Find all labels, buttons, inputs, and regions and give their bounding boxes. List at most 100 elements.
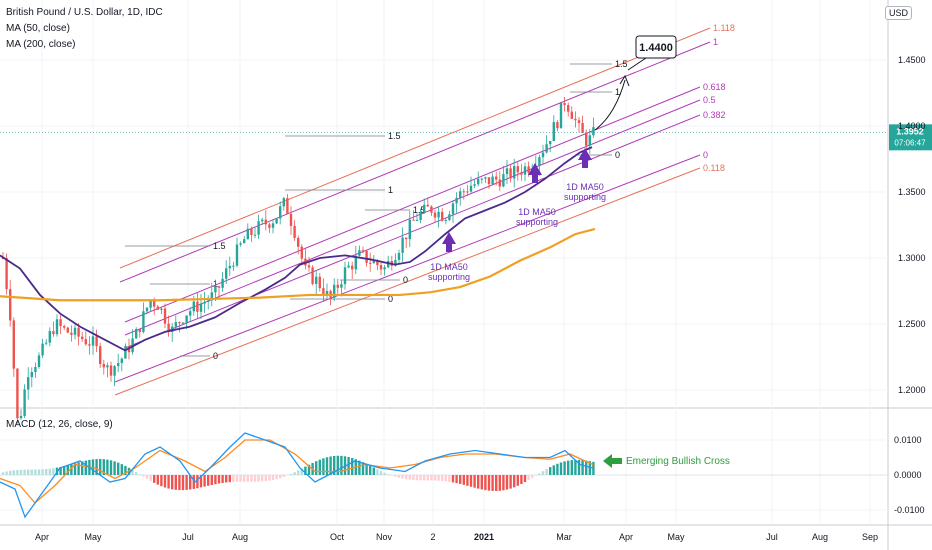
- macd-histogram-bar: [145, 475, 149, 479]
- macd-histogram-bar: [437, 475, 440, 481]
- candle-body: [523, 166, 527, 175]
- ma50-legend: MA (50, close): [6, 23, 70, 34]
- time-tick-label: Apr: [35, 532, 49, 542]
- candle-body: [549, 141, 552, 145]
- channel-label: 0.5: [703, 95, 716, 105]
- candle-body: [16, 368, 19, 419]
- macd-histogram-bar: [289, 473, 293, 475]
- support-annotation: 1D MA50: [518, 207, 556, 217]
- macd-histogram-bar: [347, 457, 350, 475]
- candle-body: [156, 306, 159, 310]
- support-arrow: [528, 163, 542, 183]
- macd-histogram-bar: [466, 475, 469, 486]
- candle-body: [189, 311, 192, 316]
- candle-body: [253, 234, 257, 236]
- candle-body: [30, 372, 33, 378]
- axes: 1.2000 1.2500 1.3000 1.3500 1.4000 1.4500 -0.0…: [35, 55, 926, 542]
- macd-histogram-bar: [351, 457, 354, 475]
- candle-body: [145, 307, 149, 312]
- macd-histogram-bar: [387, 474, 390, 475]
- time-tick-label: Mar: [556, 532, 572, 542]
- candle-body: [23, 389, 26, 416]
- support-annotation: supporting: [564, 192, 606, 202]
- candle-body: [369, 262, 372, 264]
- macd-histogram-bar: [585, 460, 588, 475]
- candle-body: [441, 211, 444, 221]
- candle-body: [462, 191, 465, 193]
- candle-body: [196, 301, 199, 312]
- candle-body: [63, 326, 66, 328]
- candle-body: [271, 223, 275, 228]
- candle-body: [217, 286, 221, 288]
- macd-histogram-bar: [462, 475, 465, 485]
- time-tick-label: Oct: [330, 532, 345, 542]
- macd-histogram-bar: [513, 475, 516, 488]
- candle-body: [412, 219, 415, 221]
- time-tick-label: Apr: [619, 532, 633, 542]
- macd-histogram-bar: [365, 463, 368, 475]
- macd-histogram-bar: [315, 461, 318, 475]
- candle-body: [361, 250, 365, 252]
- macd-histogram-bar: [480, 475, 483, 490]
- macd-histogram-bar: [30, 469, 33, 475]
- candle-body: [268, 224, 271, 228]
- macd-histogram-bar: [257, 475, 260, 482]
- candle-body: [88, 344, 91, 346]
- price-tick-label: 1.3500: [898, 187, 926, 197]
- macd-histogram-bar: [253, 475, 257, 482]
- channel-line: [124, 114, 701, 349]
- time-tick-label: Aug: [812, 532, 828, 542]
- candle-body: [120, 358, 123, 364]
- candle-body: [214, 286, 217, 293]
- candle-body: [585, 132, 588, 146]
- channel-line: [119, 27, 711, 269]
- candle-body: [469, 185, 473, 192]
- candle-body: [66, 327, 69, 333]
- candle-body: [55, 319, 59, 335]
- candle-body: [250, 228, 253, 235]
- support-annotation: supporting: [516, 217, 558, 227]
- channel-line: [124, 86, 701, 323]
- macd-histogram-bar: [275, 475, 278, 480]
- macd-histogram-bar: [214, 475, 217, 485]
- swing-label: 1.5: [615, 59, 628, 69]
- macd-histogram-bar: [336, 455, 339, 475]
- candle-body: [135, 329, 138, 339]
- candle-body: [343, 267, 347, 285]
- candle-body: [171, 326, 174, 332]
- macd-histogram-bar: [592, 461, 595, 475]
- candle-body: [527, 166, 530, 173]
- macd-histogram-bar: [469, 475, 473, 487]
- macd-histogram-bar: [415, 475, 419, 481]
- macd-histogram-bar: [401, 475, 404, 479]
- macd-histogram-bar: [81, 461, 84, 475]
- currency-badge[interactable]: USD: [884, 6, 912, 20]
- macd-histogram-bar: [174, 475, 177, 490]
- candle-body: [225, 268, 228, 279]
- candle-body: [451, 203, 455, 215]
- macd-histogram-bar: [199, 475, 203, 488]
- target-callout-label: 1.4400: [639, 42, 673, 54]
- candle-body: [27, 377, 30, 390]
- time-tick-label: Aug: [232, 532, 248, 542]
- candle-body: [559, 103, 563, 129]
- macd-histogram-bar: [210, 475, 213, 485]
- candle-body: [351, 265, 354, 270]
- macd-histogram-bar: [286, 475, 289, 476]
- candle-body: [192, 301, 195, 312]
- candle-body: [99, 346, 102, 365]
- channel-line: [114, 154, 701, 383]
- support-arrow: [442, 232, 456, 252]
- candle-body: [113, 366, 116, 376]
- candle-body: [34, 366, 37, 373]
- candle-body: [185, 315, 188, 323]
- time-tick-label: May: [84, 532, 102, 542]
- macd-histogram-bar: [397, 475, 401, 478]
- macd-histogram-bar: [527, 475, 530, 480]
- candle-body: [520, 172, 523, 175]
- candle-body: [516, 166, 519, 173]
- candle-body: [315, 276, 318, 284]
- candle-body: [336, 284, 339, 288]
- candle-body: [207, 300, 210, 303]
